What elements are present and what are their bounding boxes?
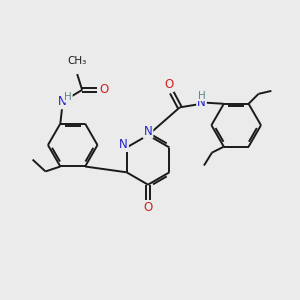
Text: CH₃: CH₃ xyxy=(68,56,87,66)
Text: O: O xyxy=(164,78,173,91)
Text: O: O xyxy=(143,201,153,214)
Text: H: H xyxy=(64,92,72,102)
Text: N: N xyxy=(58,95,67,108)
Text: N: N xyxy=(144,125,152,138)
Text: N: N xyxy=(197,96,206,109)
Text: H: H xyxy=(198,91,206,100)
Text: O: O xyxy=(99,83,109,96)
Text: N: N xyxy=(119,138,128,151)
